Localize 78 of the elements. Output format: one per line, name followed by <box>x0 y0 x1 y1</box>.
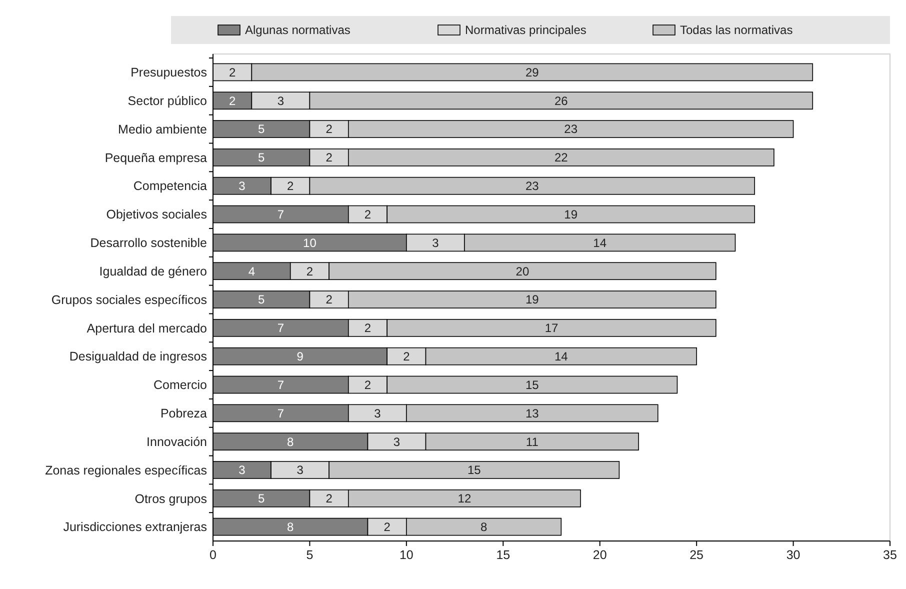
y-tick-label: Desarrollo sostenible <box>90 236 208 250</box>
data-label: 8 <box>287 434 294 449</box>
data-label: 2 <box>364 378 372 392</box>
y-tick-label: Medio ambiente <box>118 122 208 136</box>
data-label: 14 <box>554 350 568 364</box>
y-tick-label: Zonas regionales específicas <box>45 463 207 478</box>
data-label: 7 <box>277 378 284 392</box>
x-tick-label: 15 <box>496 548 510 562</box>
y-tick-label: Comercio <box>154 378 208 392</box>
y-tick-label: Grupos sociales específicos <box>51 292 207 307</box>
y-tick-label: Objetivos sociales <box>106 208 207 222</box>
y-tick-label: Presupuestos <box>130 66 207 80</box>
data-label: 5 <box>258 122 266 136</box>
x-tick-label: 25 <box>690 548 704 562</box>
data-label: 3 <box>238 179 246 194</box>
data-label: 2 <box>229 94 236 108</box>
data-label: 9 <box>296 350 304 364</box>
y-tick-label: Jurisdicciones extranjeras <box>63 520 207 534</box>
data-label: 3 <box>296 463 304 478</box>
data-label: 23 <box>564 122 578 136</box>
data-label: 23 <box>525 179 540 194</box>
data-label: 5 <box>258 492 266 506</box>
data-label: 5 <box>258 292 266 307</box>
y-tick-label: Igualdad de género <box>99 264 208 278</box>
y-tick-label: Sector público <box>128 94 208 108</box>
y-tick-label: Competencia <box>133 179 208 194</box>
x-tick-label: 0 <box>210 548 217 562</box>
data-label: 3 <box>393 434 400 449</box>
data-label: 29 <box>525 65 540 80</box>
data-label: 5 <box>258 150 266 165</box>
legend-label: Normativas principales <box>465 23 586 38</box>
data-label: 2 <box>326 492 333 506</box>
data-label: 19 <box>564 207 578 222</box>
data-label: 2 <box>364 321 372 336</box>
data-label: 2 <box>403 350 410 364</box>
y-tick-label: Otros grupos <box>134 492 207 506</box>
data-label: 14 <box>593 236 607 250</box>
data-label: 8 <box>287 520 294 534</box>
data-label: 2 <box>326 150 333 165</box>
data-label: 20 <box>516 264 530 278</box>
data-label: 8 <box>480 520 488 534</box>
data-label: 26 <box>554 94 568 108</box>
data-label: 2 <box>229 65 236 80</box>
x-tick-label: 20 <box>592 548 607 562</box>
x-tick-label: 35 <box>883 548 897 562</box>
data-label: 15 <box>525 378 540 392</box>
data-label: 2 <box>306 264 314 278</box>
x-tick-label: 10 <box>399 548 414 562</box>
data-label: 11 <box>526 434 539 449</box>
data-label: 15 <box>467 463 482 478</box>
data-label: 2 <box>364 207 372 222</box>
data-label: 19 <box>525 292 540 307</box>
y-tick-label: Apertura del mercado <box>86 321 208 336</box>
data-label: 3 <box>238 463 246 478</box>
data-label: 17 <box>544 321 558 336</box>
data-label: 10 <box>303 236 317 250</box>
y-tick-label: Pequeña empresa <box>104 150 208 165</box>
data-label: 3 <box>277 94 284 108</box>
data-label: 12 <box>458 492 472 506</box>
y-tick-label: Innovación <box>146 434 208 449</box>
data-label: 7 <box>277 406 284 420</box>
legend-label: Algunas normativas <box>245 23 350 38</box>
y-tick-label: Desigualdad de ingresos <box>69 350 207 364</box>
data-label: 13 <box>525 406 540 420</box>
data-label: 7 <box>277 321 284 336</box>
y-tick-label: Pobreza <box>160 406 208 421</box>
data-label: 3 <box>374 406 382 420</box>
x-tick-label: 5 <box>306 548 314 562</box>
data-label: 2 <box>326 292 333 307</box>
data-label: 22 <box>554 150 568 165</box>
data-label: 2 <box>384 520 391 534</box>
legend-label: Todas las normativas <box>680 23 793 38</box>
data-label: 2 <box>326 122 333 136</box>
data-label: 3 <box>432 236 440 250</box>
data-label: 7 <box>277 207 284 222</box>
data-label: 4 <box>248 264 256 278</box>
data-label: 2 <box>287 179 294 194</box>
x-tick-label: 30 <box>786 548 800 562</box>
